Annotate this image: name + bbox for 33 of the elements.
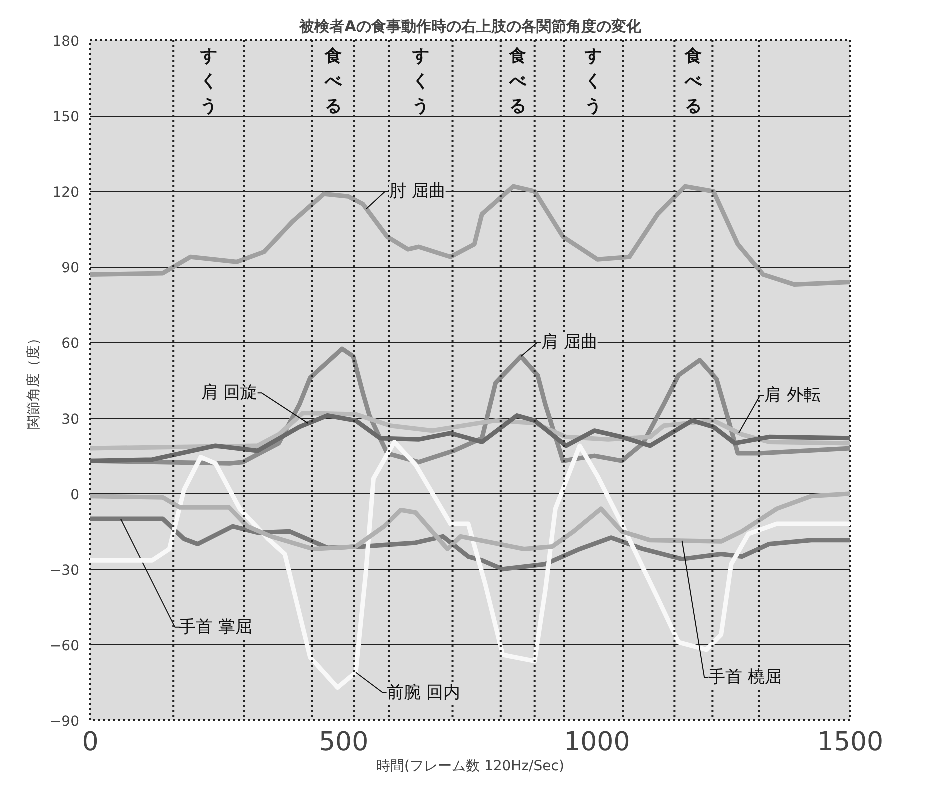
y-tick-label: 0 xyxy=(70,487,80,504)
chart-title: 被検者Aの食事動作時の右上肢の各関節角度の変化 xyxy=(298,18,642,36)
y-tick-label: −90 xyxy=(50,714,80,730)
y-axis-title: 関節角度（度） xyxy=(26,332,42,430)
line-series xyxy=(90,414,850,464)
text: 手首 橈屈 xyxy=(708,668,782,688)
x-tick-label: 1000 xyxy=(564,728,630,758)
text: 肩 回旋 xyxy=(201,383,258,404)
y-tick-label: −60 xyxy=(50,638,80,654)
text: 手首 掌屈 xyxy=(179,617,253,638)
x-tick-label: 1500 xyxy=(817,728,884,758)
series-label: 肘 屈曲 xyxy=(389,182,446,202)
series-label: 肩 屈曲 xyxy=(541,332,598,353)
annotation: 食べる xyxy=(508,46,528,116)
x-tick-label: 500 xyxy=(319,728,369,758)
series-label: 前腕 回内 xyxy=(386,682,460,703)
line-series xyxy=(90,184,850,288)
annotation: 食べる xyxy=(684,46,704,116)
series-label: 肩 外転 xyxy=(764,386,821,406)
annotation: すくう xyxy=(584,46,602,116)
y-tick-label: −30 xyxy=(50,562,80,579)
y-tick-label: 90 xyxy=(62,260,80,277)
y-tick-label: 30 xyxy=(62,412,80,428)
y-tick-label: 60 xyxy=(62,336,80,352)
y-tick-label: 180 xyxy=(52,34,80,50)
y-tick-label: 150 xyxy=(52,110,80,126)
annotation: すくう xyxy=(199,46,218,116)
x-tick-label: 0 xyxy=(82,728,99,758)
x-axis-title: 時間(フレーム数 120Hz/Sec) xyxy=(376,758,564,774)
line-series xyxy=(90,492,850,552)
annotation: 食べる xyxy=(324,46,343,116)
y-tick-label: 120 xyxy=(52,185,80,202)
annotation: すくう xyxy=(412,46,430,116)
